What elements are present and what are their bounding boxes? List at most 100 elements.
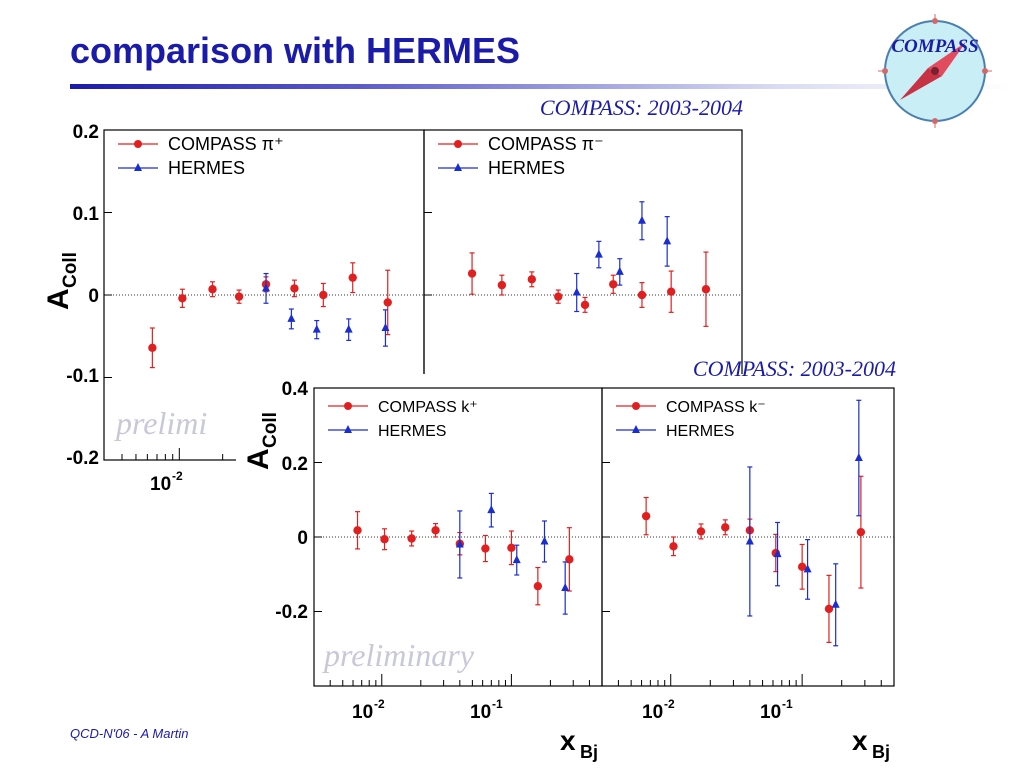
- hermes-point: [455, 539, 464, 548]
- compass-point: [319, 290, 328, 300]
- footer-text: QCD-N'06 - A Martin: [70, 726, 189, 741]
- compass-point: [554, 292, 563, 301]
- legend-entry: HERMES: [666, 423, 734, 440]
- y-tick-label: 0: [297, 528, 308, 549]
- compass-point: [380, 535, 389, 544]
- compass-point: [527, 275, 537, 284]
- legend-marker: [632, 425, 640, 433]
- y-tick-label: 0.2: [282, 454, 308, 475]
- slide-title: comparison with HERMES: [70, 30, 521, 71]
- svg-text:-1: -1: [492, 697, 503, 711]
- y-tick-label: 0.4: [282, 379, 309, 400]
- svg-text:A: A: [42, 288, 75, 310]
- x-tick-label: 10 -2: [642, 697, 675, 723]
- compass-point: [721, 523, 730, 532]
- svg-text:10: 10: [150, 474, 171, 495]
- hermes-point: [287, 313, 296, 322]
- compass-point: [580, 300, 590, 310]
- hermes-point: [312, 324, 321, 333]
- compass-point: [497, 280, 507, 290]
- y-tick-label: -0.1: [66, 366, 99, 387]
- svg-text:-1: -1: [782, 697, 793, 711]
- compass-point: [348, 273, 357, 282]
- legend-entry: COMPASS k⁺: [378, 399, 478, 416]
- svg-text:10: 10: [642, 702, 663, 723]
- hermes-point: [262, 283, 271, 292]
- compass-point: [669, 542, 678, 551]
- legend-marker: [454, 140, 462, 148]
- compass-logo: COMPASS: [878, 14, 992, 128]
- compass-point: [641, 511, 651, 521]
- logo-text: COMPASS: [891, 36, 978, 57]
- x-tick-label: 10 -2: [150, 469, 183, 495]
- hermes-point: [561, 583, 570, 592]
- svg-text:A: A: [242, 448, 275, 470]
- legend-entry: COMPASS π⁻: [488, 134, 604, 154]
- svg-text:10: 10: [470, 702, 491, 723]
- title-underline: [70, 84, 1014, 89]
- compass-point: [178, 294, 187, 303]
- compass-point: [856, 527, 866, 537]
- svg-text:10: 10: [760, 702, 781, 723]
- hermes-point: [745, 536, 754, 545]
- compass-point: [234, 292, 244, 301]
- svg-text:-2: -2: [664, 697, 675, 711]
- y-axis-label: A Coll: [242, 412, 281, 470]
- x-tick-label: 10 -1: [760, 697, 793, 723]
- compass-point: [666, 287, 676, 296]
- hermes-point: [540, 536, 549, 545]
- legend-entry: HERMES: [488, 158, 565, 178]
- x-tick-label: 10 -2: [352, 697, 385, 723]
- svg-text:Coll: Coll: [60, 252, 81, 288]
- compass-point: [533, 581, 543, 591]
- legend-entry: COMPASS k⁻: [666, 399, 766, 416]
- kaon-figure: COMPASS: 2003-2004 A Coll 0.4 0.2 0 -0.2…: [236, 356, 914, 768]
- k-plus-plot: COMPASS k⁺ HERMES: [313, 387, 603, 687]
- legend-marker: [134, 140, 142, 148]
- hermes-point: [803, 564, 812, 573]
- pi-plus-plot: COMPASS π⁺ HERMES: [103, 129, 425, 461]
- y-tick-label: -0.2: [66, 448, 99, 469]
- compass-point: [797, 562, 807, 571]
- svg-text:10: 10: [352, 702, 373, 723]
- legend-marker: [344, 425, 352, 433]
- svg-text:Bj: Bj: [872, 742, 890, 762]
- y-tick-label: -0.2: [275, 602, 308, 623]
- collab-label: COMPASS: 2003-2004: [693, 356, 896, 381]
- hermes-point: [594, 249, 603, 258]
- hermes-point: [381, 323, 390, 331]
- svg-text:Bj: Bj: [580, 742, 598, 762]
- compass-point: [696, 527, 706, 536]
- legend-entry: HERMES: [168, 158, 245, 178]
- x-axis-label: x Bj: [852, 725, 890, 762]
- legend-marker: [632, 402, 640, 410]
- compass-point: [148, 343, 157, 352]
- compass-point: [824, 604, 834, 614]
- hermes-point: [344, 324, 353, 333]
- svg-text:-2: -2: [374, 697, 385, 711]
- svg-text:Coll: Coll: [260, 412, 281, 448]
- hermes-point: [487, 505, 496, 514]
- preliminary-watermark: prelimi: [114, 405, 207, 441]
- hermes-point: [831, 599, 840, 608]
- k-minus-plot: COMPASS k⁻ HERMES: [601, 387, 895, 687]
- hermes-point: [512, 555, 521, 564]
- preliminary-watermark: preliminary: [322, 637, 475, 673]
- compass-point: [407, 534, 416, 543]
- y-tick-label: 0: [88, 286, 99, 307]
- legend-entry: HERMES: [378, 423, 446, 440]
- compass-point: [290, 284, 299, 293]
- compass-point: [701, 285, 711, 294]
- x-axis-label: x Bj: [560, 725, 598, 762]
- compass-point: [383, 298, 392, 307]
- compass-point: [481, 544, 490, 553]
- compass-point: [353, 526, 362, 535]
- y-tick-label: 0.1: [73, 204, 100, 225]
- compass-point: [431, 526, 440, 535]
- compass-point: [208, 285, 217, 294]
- hermes-point: [854, 453, 863, 462]
- compass-point: [467, 269, 477, 278]
- compass-point: [609, 280, 618, 289]
- legend-marker: [344, 402, 352, 410]
- legend-marker: [134, 163, 142, 171]
